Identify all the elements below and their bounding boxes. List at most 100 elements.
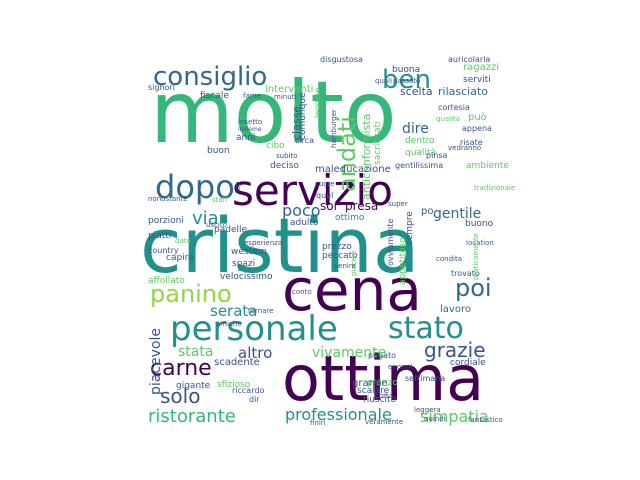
word-62: capire bbox=[166, 253, 194, 263]
word-90: leggera bbox=[414, 406, 441, 414]
word-100: circa bbox=[295, 136, 314, 145]
word-113: minuti bbox=[274, 93, 296, 101]
word-110: nonostante bbox=[148, 195, 188, 203]
word-118: staff bbox=[212, 196, 228, 204]
word-46: dentro bbox=[405, 136, 435, 146]
word-109: praticamente bbox=[472, 233, 480, 280]
word-22: serata bbox=[210, 302, 257, 320]
word-64: western bbox=[231, 247, 267, 257]
word-41: può bbox=[468, 111, 487, 123]
word-97: insetto bbox=[238, 118, 262, 126]
word-94: finiri bbox=[310, 419, 326, 427]
word-80: scadente bbox=[214, 357, 260, 368]
word-33: scelta bbox=[400, 85, 433, 98]
word-47: qualità bbox=[405, 148, 436, 158]
word-43: appena bbox=[462, 124, 492, 133]
word-60: lavoro bbox=[440, 304, 471, 315]
word-114: fame bbox=[243, 92, 261, 100]
word-3: ottima bbox=[282, 342, 484, 415]
word-79: trovato bbox=[451, 269, 480, 278]
word-29: dire bbox=[402, 121, 429, 137]
word-21: gentile bbox=[433, 206, 481, 222]
word-91: quindi bbox=[424, 415, 446, 423]
word-105: esperienza bbox=[244, 239, 282, 247]
word-71: prezzo bbox=[322, 242, 352, 252]
word-18: simpatia bbox=[420, 407, 489, 426]
word-81: gigante bbox=[176, 381, 211, 391]
word-120: tradizionale bbox=[474, 184, 515, 192]
word-74: affollato bbox=[148, 276, 185, 286]
word-20: poco bbox=[282, 201, 321, 220]
word-24: vivamente bbox=[312, 345, 386, 361]
word-103: quel bbox=[316, 191, 333, 200]
word-25: altro bbox=[238, 344, 272, 362]
word-57: cibo bbox=[266, 141, 285, 151]
word-4: servizio bbox=[232, 166, 393, 215]
word-37: disgustosa bbox=[320, 55, 363, 64]
word-10: andati bbox=[333, 116, 361, 192]
word-58: anni bbox=[236, 133, 255, 143]
word-26: piacevole bbox=[148, 328, 164, 395]
word-123: po bbox=[421, 206, 433, 217]
word-115: quali bbox=[375, 77, 392, 85]
word-23: stata bbox=[178, 344, 213, 360]
word-117: dato bbox=[175, 237, 191, 245]
word-14: solo bbox=[160, 384, 200, 408]
word-125: amiche bbox=[216, 320, 242, 328]
word-50: gentilissima bbox=[395, 161, 443, 170]
word-78: buono bbox=[465, 219, 494, 229]
word-107: venire bbox=[334, 262, 356, 270]
word-111: uscito bbox=[206, 221, 227, 229]
word-13: poi bbox=[455, 274, 492, 302]
word-86: cordiale bbox=[450, 358, 486, 368]
word-99: comunque bbox=[298, 92, 308, 140]
word-35: ragazzi bbox=[463, 62, 499, 73]
word-32: buona bbox=[392, 65, 420, 75]
word-38: auricolaria bbox=[448, 55, 490, 64]
word-36: serviti bbox=[463, 75, 491, 85]
word-73: velocissimo bbox=[220, 272, 273, 282]
word-2: cena bbox=[282, 256, 422, 324]
word-126: tornare bbox=[248, 307, 274, 315]
word-85: grande bbox=[352, 378, 387, 389]
word-67: country bbox=[148, 246, 179, 255]
word-42: cortesia bbox=[438, 103, 470, 112]
word-31: interventi bbox=[265, 84, 313, 95]
word-0: molto bbox=[150, 63, 397, 163]
word-87: pagato bbox=[368, 351, 396, 360]
word-112: passato bbox=[393, 77, 420, 85]
word-51: ambiente bbox=[466, 161, 509, 171]
word-7: dopo bbox=[155, 168, 235, 206]
word-70: adulto bbox=[290, 218, 319, 228]
word-56: subito bbox=[276, 152, 298, 160]
word-19: via bbox=[192, 208, 219, 229]
word-106: piacere bbox=[350, 250, 358, 276]
word-92: fantastico bbox=[468, 416, 503, 424]
word-88: riuscito bbox=[363, 395, 397, 405]
word-16: ristorante bbox=[148, 406, 236, 427]
word-17: professionale bbox=[285, 405, 392, 424]
word-59: buon bbox=[207, 146, 230, 156]
word-124: enormi bbox=[388, 363, 413, 371]
word-65: piatti bbox=[148, 231, 171, 241]
word-89: settimana bbox=[405, 374, 445, 383]
word-77: sempre bbox=[405, 211, 415, 245]
word-55: deciso bbox=[270, 161, 299, 171]
word-83: pranzo bbox=[367, 378, 398, 388]
word-28: presa bbox=[345, 199, 378, 213]
word-6: stato bbox=[388, 311, 464, 346]
word-119: qualità bbox=[436, 115, 460, 123]
word-84: scalare bbox=[357, 386, 390, 396]
word-101: leggere bbox=[313, 88, 322, 118]
word-44: risate bbox=[460, 138, 483, 147]
word-48: anticonformista bbox=[360, 114, 373, 200]
word-96: dir bbox=[249, 395, 260, 404]
word-9: ben bbox=[382, 65, 431, 95]
word-61: location bbox=[466, 239, 494, 247]
word-95: riccardo bbox=[232, 386, 264, 395]
word-63: spazi bbox=[232, 259, 255, 269]
word-116: top bbox=[234, 181, 242, 193]
